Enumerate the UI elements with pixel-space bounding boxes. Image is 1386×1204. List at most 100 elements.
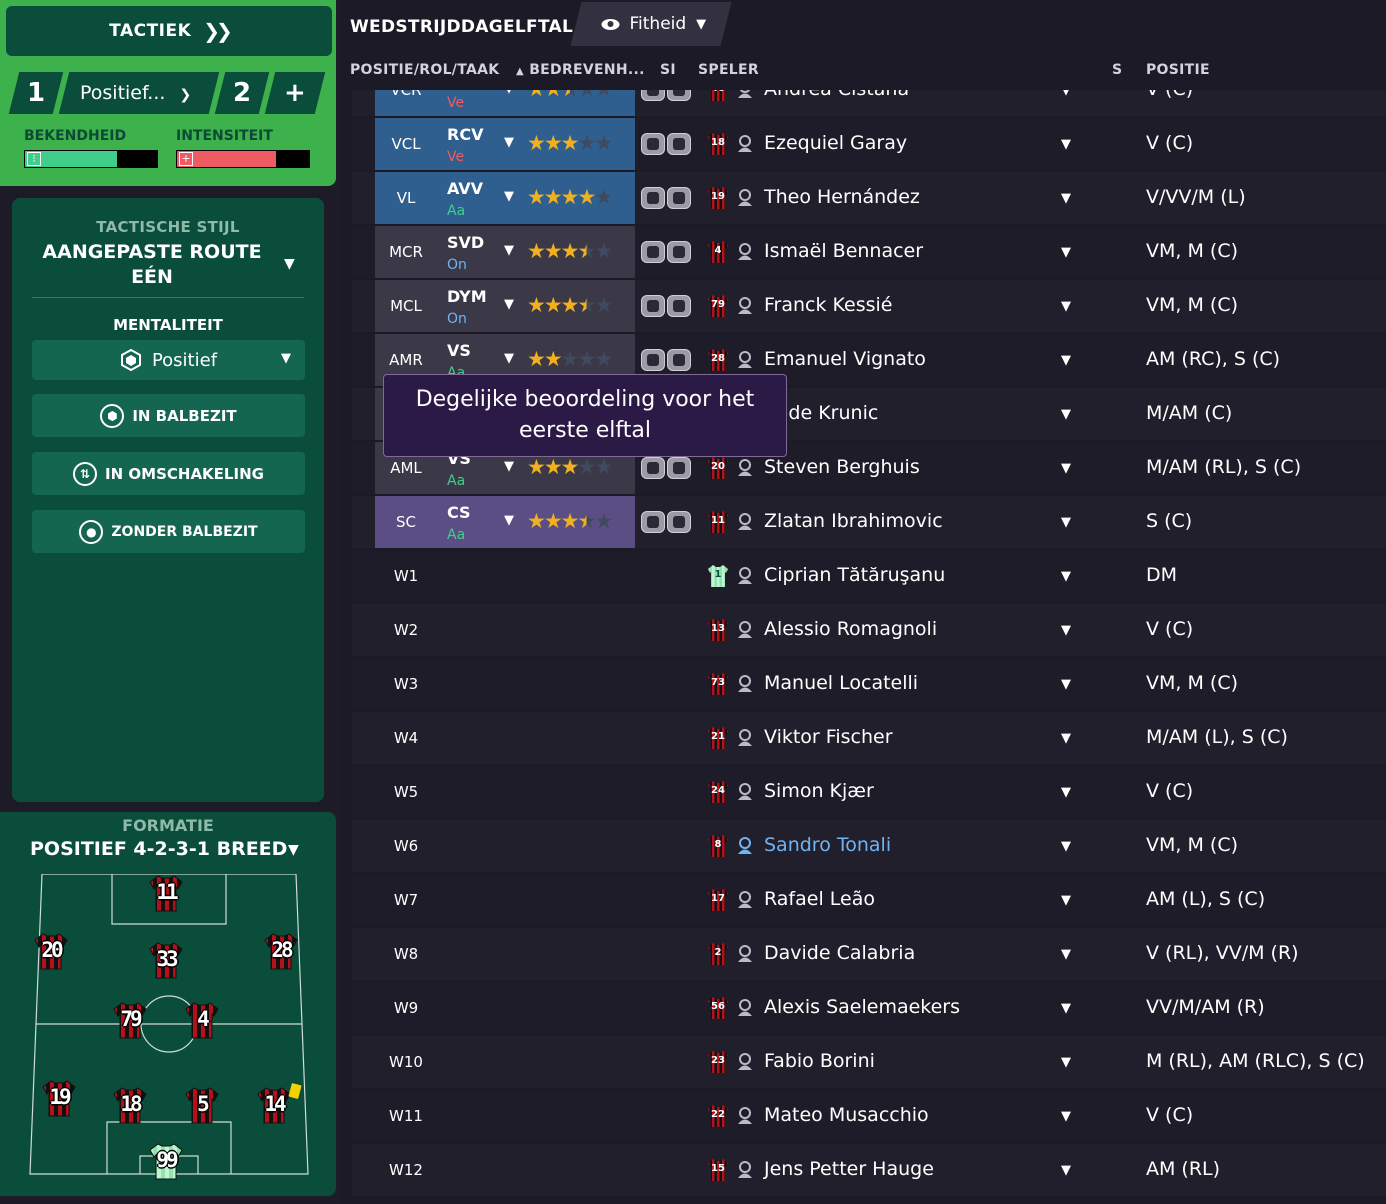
formation-name[interactable]: POSITIEF 4-2-3-1 BREED <box>30 838 288 860</box>
player-name[interactable]: Alessio Romagnoli <box>764 618 938 640</box>
tactic-slot-1[interactable]: 1 <box>8 72 64 114</box>
player-name[interactable]: Davide Calabria <box>764 942 916 964</box>
position-role-duty[interactable]: VCL RCV Ve ▼ ★★★★★ <box>375 118 635 170</box>
player-name[interactable]: Steven Berghuis <box>764 456 920 478</box>
substitute-slot[interactable]: W2 <box>375 604 529 656</box>
position-role-duty[interactable]: VL AVV Aa ▼ ★★★★★ <box>375 172 635 224</box>
player-name[interactable]: Zlatan Ibrahimovic <box>764 510 943 532</box>
player-shirt[interactable]: 28 <box>264 932 298 970</box>
squad-row[interactable]: W12 15 Jens Petter Hauge ▼ AM (RL) <box>340 1144 1386 1196</box>
substitute-slot[interactable]: W1 <box>375 550 529 602</box>
squad-row[interactable]: W7 17 Rafael Leão ▼ AM (L), S (C) <box>340 874 1386 926</box>
squad-row[interactable]: VL AVV Aa ▼ ★★★★★ 19 Theo Hernández ▼ V/… <box>340 172 1386 224</box>
player-name[interactable]: Ciprian Tătăruşanu <box>764 564 946 586</box>
chevron-down-icon[interactable]: ▼ <box>504 135 514 150</box>
chevron-down-icon[interactable]: ▼ <box>504 297 514 312</box>
player-name[interactable]: Rafael Leão <box>764 888 875 910</box>
chevron-down-icon[interactable]: ▼ <box>504 459 514 474</box>
squad-row[interactable]: SC CS Aa ▼ ★★★★★ 11 Zlatan Ibrahimovic ▼… <box>340 496 1386 548</box>
player-instructions-button[interactable] <box>641 349 691 371</box>
player-shirt[interactable]: 18 <box>113 1086 147 1124</box>
squad-row[interactable]: W2 13 Alessio Romagnoli ▼ V (C) <box>340 604 1386 656</box>
chevron-down-icon[interactable]: ▼ <box>1061 623 1071 638</box>
substitute-slot[interactable]: W8 <box>375 928 529 980</box>
chevron-down-icon[interactable]: ▼ <box>1061 299 1071 314</box>
column-header-player[interactable]: SPELER <box>698 62 759 78</box>
player-name[interactable]: Theo Hernández <box>764 186 920 208</box>
chevron-down-icon[interactable]: ▼ <box>1061 191 1071 206</box>
player-name[interactable]: Alexis Saelemaekers <box>764 996 961 1018</box>
chevron-down-icon[interactable]: ▼ <box>1061 90 1071 98</box>
chevron-down-icon[interactable]: ▼ <box>1061 731 1071 746</box>
squad-row[interactable]: W3 73 Manuel Locatelli ▼ VM, M (C) <box>340 658 1386 710</box>
tactic-header-button[interactable]: TACTIEK ❯❯ <box>6 6 332 56</box>
player-instructions-button[interactable] <box>641 90 691 101</box>
chevron-down-icon[interactable]: ▼ <box>1061 137 1071 152</box>
substitute-slot[interactable]: W5 <box>375 766 529 818</box>
squad-row[interactable]: VCR VCV Ve ▼ ★★★★★ 46 Andrea Cistana ▼ V… <box>340 90 1386 116</box>
player-name[interactable]: Mateo Musacchio <box>764 1104 929 1126</box>
player-instructions-button[interactable] <box>641 295 691 317</box>
player-instructions-button[interactable] <box>641 241 691 263</box>
player-shirt[interactable]: 33 <box>149 941 183 979</box>
chevron-down-icon[interactable]: ▼ <box>1061 677 1071 692</box>
player-shirt[interactable]: 19 <box>42 1079 76 1117</box>
tactic-slot-2[interactable]: 2 <box>214 72 270 114</box>
chevron-down-icon[interactable]: ▼ <box>1061 839 1071 854</box>
substitute-slot[interactable]: W3 <box>375 658 529 710</box>
player-name[interactable]: Rade Krunic <box>764 402 879 424</box>
substitute-slot[interactable]: W7 <box>375 874 529 926</box>
squad-row[interactable]: W1 1 Ciprian Tătăruşanu ▼ DM <box>340 550 1386 602</box>
chevron-down-icon[interactable]: ▼ <box>504 351 514 366</box>
squad-row[interactable]: VCL RCV Ve ▼ ★★★★★ 18 Ezequiel Garay ▼ V… <box>340 118 1386 170</box>
chevron-down-icon[interactable]: ▼ <box>504 513 514 528</box>
chevron-down-icon[interactable]: ▼ <box>1061 245 1071 260</box>
chevron-down-icon[interactable]: ▼ <box>1061 569 1071 584</box>
player-shirt[interactable]: 79 <box>113 1001 147 1039</box>
player-name[interactable]: Ezequiel Garay <box>764 132 908 154</box>
column-header-position[interactable]: POSITIE/ROL/TAAK <box>350 62 500 78</box>
squad-row[interactable]: W10 23 Fabio Borini ▼ M (RL), AM (RLC), … <box>340 1036 1386 1088</box>
position-role-duty[interactable]: MCR SVD On ▼ ★★★★★ <box>375 226 635 278</box>
player-instructions-button[interactable] <box>641 133 691 155</box>
squad-row[interactable]: AML VS Aa ▼ ★★★★★ 20 Steven Berghuis ▼ M… <box>340 442 1386 494</box>
player-shirt[interactable]: 5 <box>185 1086 219 1124</box>
player-name[interactable]: Jens Petter Hauge <box>764 1158 934 1180</box>
player-name[interactable]: Simon Kjær <box>764 780 874 802</box>
chevron-down-icon[interactable]: ▼ <box>1061 461 1071 476</box>
chevron-down-icon[interactable]: ▼ <box>1061 1163 1071 1178</box>
chevron-down-icon[interactable]: ▼ <box>1061 1109 1071 1124</box>
squad-row[interactable]: MCR SVD On ▼ ★★★★★ 4 Ismaël Bennacer ▼ V… <box>340 226 1386 278</box>
tactical-style-name[interactable]: AANGEPASTE ROUTE EÉN <box>42 241 262 288</box>
chevron-down-icon[interactable]: ▼ <box>1061 1055 1071 1070</box>
view-tab-fitness[interactable]: Fitheid ▼ <box>570 2 732 46</box>
chevron-down-icon[interactable]: ▼ <box>1061 893 1071 908</box>
player-shirt[interactable]: 4 <box>185 1001 219 1039</box>
player-instructions-button[interactable] <box>641 187 691 209</box>
goalkeeper-shirt[interactable]: 99 <box>149 1142 183 1180</box>
player-shirt[interactable]: 11 <box>149 874 183 912</box>
in-transition-button[interactable]: ⇅ IN OMSCHAKELING <box>32 452 305 495</box>
chevron-down-icon[interactable]: ▼ <box>1061 353 1071 368</box>
chevron-down-icon[interactable]: ▼ <box>1061 1001 1071 1016</box>
squad-row[interactable]: W6 8 Sandro Tonali ▼ VM, M (C) <box>340 820 1386 872</box>
substitute-slot[interactable]: W9 <box>375 982 529 1034</box>
player-name[interactable]: Emanuel Vignato <box>764 348 926 370</box>
in-possession-button[interactable]: ⬢ IN BALBEZIT <box>32 394 305 437</box>
squad-row[interactable]: W5 24 Simon Kjær ▼ V (C) <box>340 766 1386 818</box>
chevron-down-icon[interactable]: ▼ <box>1061 785 1071 800</box>
substitute-slot[interactable]: W11 <box>375 1090 529 1142</box>
squad-row[interactable]: W11 22 Mateo Musacchio ▼ V (C) <box>340 1090 1386 1142</box>
position-role-duty[interactable]: MCL DYM On ▼ ★★★★★ <box>375 280 635 332</box>
player-name[interactable]: Sandro Tonali <box>764 834 892 856</box>
column-header-s[interactable]: S <box>1112 62 1123 78</box>
chevron-down-icon[interactable]: ▼ <box>504 90 514 96</box>
chevron-down-icon[interactable]: ▼ <box>284 256 295 272</box>
chevron-down-icon[interactable]: ▼ <box>1061 515 1071 530</box>
squad-row[interactable]: MCL DYM On ▼ ★★★★★ 79 Franck Kessié ▼ VM… <box>340 280 1386 332</box>
out-of-possession-button[interactable]: ● ZONDER BALBEZIT <box>32 510 305 553</box>
chevron-down-icon[interactable]: ▼ <box>1061 947 1071 962</box>
chevron-down-icon[interactable]: ▼ <box>288 842 299 858</box>
position-role-duty[interactable]: VCR VCV Ve ▼ ★★★★★ <box>375 90 635 116</box>
mentality-dropdown[interactable]: Positief ▼ <box>32 340 305 380</box>
